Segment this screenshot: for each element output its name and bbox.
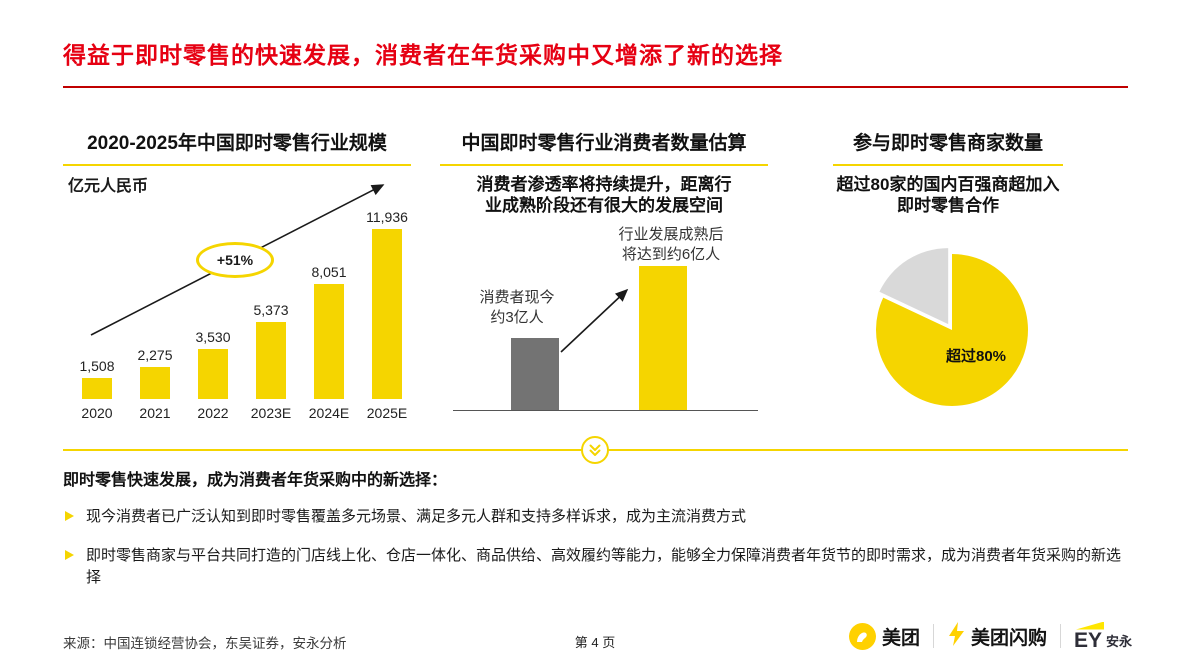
bar-category-label: 2025E: [366, 405, 408, 421]
bullet-text: 即时零售商家与平台共同打造的门店线上化、仓店一体化、商品供给、高效履约等能力，能…: [86, 546, 1122, 587]
pie-slice-minority: [879, 248, 949, 325]
bar-value-label: 5,373: [253, 302, 289, 318]
ey-logo-mark: EY: [1073, 621, 1104, 652]
consumers-chart-title: 中国即时零售行业消费者数量估算: [440, 128, 768, 166]
growth-arrow: [560, 288, 629, 353]
bar-value-label: 3,530: [195, 329, 231, 345]
bullet-arrow-icon: [65, 549, 74, 560]
market-size-bar-chart: 1,508 2020 2,275 2021 3,530 2022 5,373 2023E 8,0…: [70, 209, 414, 421]
bar-group: 11,936 2025E: [360, 209, 414, 421]
meituan-shangou-logo: 美团闪购: [947, 621, 1047, 652]
growth-trend-arrow: [90, 184, 385, 336]
current-consumers-bar: [511, 338, 559, 410]
mature-consumers-bar: [639, 266, 687, 410]
market-size-section: 2020-2025年中国即时零售行业规模: [63, 128, 411, 166]
page-number: 第 4 页: [574, 635, 616, 650]
bar: [314, 284, 344, 399]
bar-value-label: 1,508: [79, 358, 115, 374]
meituan-logo-icon: [848, 622, 876, 650]
consumer-bar-chart: 消费者现今 约3亿人 行业发展成熟后 将达到约6亿人: [443, 170, 768, 420]
bar: [372, 229, 402, 399]
ey-beam-icon: [1075, 621, 1104, 630]
ey-logo-text: EY: [1073, 628, 1102, 652]
bar-group: 3,530 2022: [186, 329, 240, 421]
source-note: 来源：中国连锁经营协会，东吴证券，安永分析: [63, 636, 347, 651]
bar-category-label: 2023E: [250, 405, 292, 421]
bar-group: 5,373 2023E: [244, 302, 298, 421]
bar-category-label: 2021: [139, 405, 171, 421]
consumers-chart-subtitle: 消费者渗透率将持续提升，距离行 业成熟阶段还有很大的发展空间: [476, 175, 732, 216]
current-consumers-label: 消费者现今 约3亿人: [479, 289, 555, 326]
merchants-chart-title: 参与即时零售商家数量: [833, 128, 1063, 166]
summary-section: 即时零售快速发展，成为消费者年货采购中的新选择： 现今消费者已广泛认知到即时零售…: [63, 466, 1129, 590]
bar-group: 2,275 2021: [128, 347, 182, 421]
consumers-section: 中国即时零售行业消费者数量估算: [440, 128, 768, 166]
growth-rate-badge: +51%: [196, 242, 274, 278]
bar: [140, 367, 170, 399]
bar: [82, 378, 112, 399]
summary-heading: 即时零售快速发展，成为消费者年货采购中的新选择：: [63, 472, 448, 489]
bullet-item: 即时零售商家与平台共同打造的门店线上化、仓店一体化、商品供给、高效履约等能力，能…: [63, 545, 1129, 590]
lightning-icon: [947, 621, 965, 652]
merchants-pie-chart: 超过80%: [868, 248, 1036, 413]
mature-consumers-label: 行业发展成熟后 将达到约6亿人: [618, 226, 724, 263]
bar: [256, 322, 286, 399]
ey-logo: EY 安永: [1073, 621, 1132, 652]
bar-value-label: 11,936: [366, 209, 408, 225]
logo-divider: [932, 624, 934, 648]
bar-category-label: 2020: [81, 405, 113, 421]
bar-group: 8,051 2024E: [302, 264, 356, 421]
bar-value-label: 8,051: [311, 264, 347, 280]
bar-value-label: 2,275: [137, 347, 173, 363]
chevron-down-icon: [581, 436, 609, 464]
page-title: 得益于即时零售的快速发展，消费者在年货采购中又增添了新的选择: [63, 42, 783, 68]
market-chart-title: 2020-2025年中国即时零售行业规模: [63, 128, 411, 166]
y-axis-unit-label: 亿元人民币: [68, 178, 149, 195]
footer-logos: 美团 美团闪购 EY 安永: [848, 618, 1132, 654]
bullet-arrow-icon: [65, 511, 74, 521]
meituan-logo: 美团: [848, 622, 920, 650]
merchants-chart-subtitle: 超过80家的国内百强商超加入 即时零售合作: [836, 175, 1060, 216]
bar: [198, 349, 228, 399]
bar-category-label: 2022: [197, 405, 229, 421]
pie-slice-label: 超过80%: [945, 348, 1007, 365]
bullet-text: 现今消费者已广泛认知到即时零售覆盖多元场景、满足多元人群和支持多样诉求，成为主流…: [86, 508, 747, 525]
meituan-logo-text: 美团: [881, 627, 920, 649]
logo-divider: [1059, 624, 1061, 648]
title-underline: [63, 86, 1128, 88]
bar-category-label: 2024E: [308, 405, 350, 421]
x-axis-line: [453, 410, 758, 411]
bar-group: 1,508 2020: [70, 358, 124, 421]
pie-chart-svg: [875, 248, 1028, 406]
pie-slice-majority: [875, 254, 1028, 406]
meituan-shangou-logo-text: 美团闪购: [970, 627, 1047, 649]
ey-cn-text: 安永: [1105, 633, 1132, 649]
bullet-item: 现今消费者已广泛认知到即时零售覆盖多元场景、满足多元人群和支持多样诉求，成为主流…: [63, 506, 1129, 529]
merchants-section: 参与即时零售商家数量: [833, 128, 1063, 166]
